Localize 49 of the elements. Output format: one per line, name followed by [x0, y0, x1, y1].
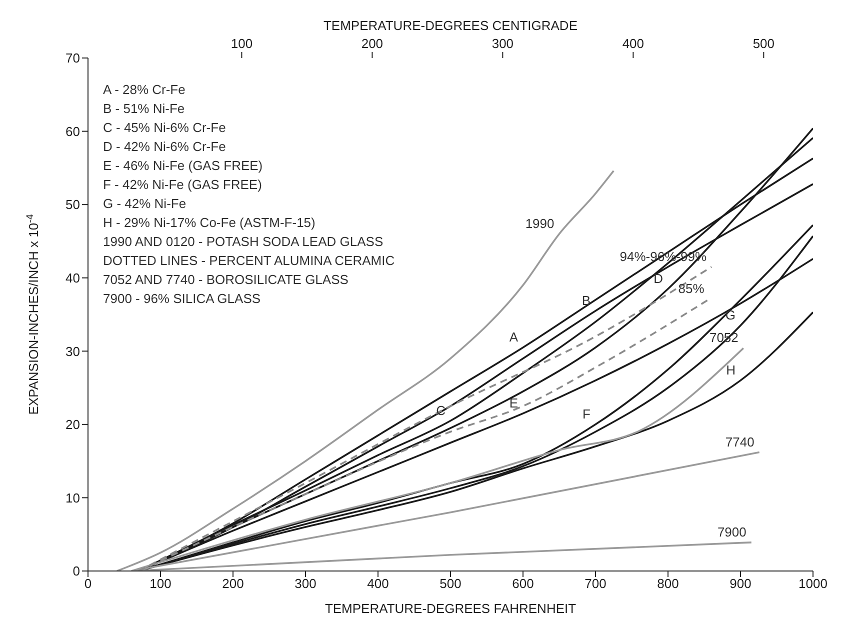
- y-tick-label: 40: [66, 270, 80, 286]
- x-tick-label: 0: [84, 576, 92, 592]
- annotation: G: [725, 307, 736, 322]
- x2-tick-label: 300: [492, 36, 514, 51]
- x2-tick-label: 500: [752, 36, 775, 51]
- annotation: E: [509, 395, 518, 410]
- annotation: 85%: [678, 281, 705, 296]
- annotation: 7900: [717, 524, 746, 540]
- x2-tick-label: 100: [230, 36, 253, 51]
- x-tick-label: 400: [367, 576, 389, 592]
- x2-tick-label: 200: [361, 36, 384, 51]
- x2-tick-label: 400: [622, 36, 644, 51]
- annotation: A - 28% Cr-Fe: [103, 81, 186, 99]
- annotation: F - 42% Ni-Fe (GAS FREE): [103, 176, 263, 194]
- annotation: A: [509, 329, 518, 344]
- x-tick-label: 900: [730, 576, 752, 592]
- annotation: B: [582, 292, 590, 308]
- y-tick-label: 20: [66, 417, 80, 432]
- annotation: G - 42% Ni-Fe: [103, 195, 188, 213]
- x-tick-label: 600: [512, 576, 534, 592]
- y-tick-label: 70: [66, 50, 80, 66]
- y-tick-label: 0: [72, 564, 80, 579]
- annotation: F: [582, 406, 591, 422]
- y-tick-label: 60: [66, 124, 80, 139]
- x-tick-label: 500: [440, 576, 462, 592]
- annotation: E - 46% Ni-Fe (GAS FREE): [103, 157, 264, 175]
- x-tick-label: 700: [584, 576, 606, 592]
- annotation: 1990: [525, 216, 554, 231]
- annotation: D - 42% Ni-6% Cr-Fe: [103, 138, 227, 156]
- annotation: B - 51% Ni-Fe: [103, 100, 186, 118]
- annotation: D: [654, 270, 663, 286]
- annotation: 7900 - 96% SILICA GLASS: [103, 290, 262, 308]
- x-tick-label: 100: [150, 576, 172, 592]
- x-tick-label: 200: [222, 576, 244, 592]
- y-tick-label: 50: [66, 197, 80, 212]
- x2-axis-title: TEMPERATURE-DEGREES CENTIGRADE: [323, 18, 578, 33]
- annotation: H: [726, 362, 736, 378]
- annotation: 7740: [725, 434, 754, 450]
- x-tick-label: 1000: [798, 576, 828, 592]
- annotation: 1990 AND 0120 - POTASH SODA LEAD GLASS: [103, 233, 384, 251]
- x-tick-label: 800: [657, 576, 679, 592]
- y-tick-label: 30: [66, 344, 80, 359]
- x-tick-label: 300: [294, 576, 316, 592]
- annotation: H - 29% Ni-17% Co-Fe (ASTM-F-15): [103, 214, 316, 232]
- y-tick-label: 10: [66, 490, 80, 506]
- x-axis-title: TEMPERATURE-DEGREES FAHRENHEIT: [324, 601, 576, 616]
- annotation: DOTTED LINES - PERCENT ALUMINA CERAMIC: [103, 252, 395, 270]
- annotation: C - 45% Ni-6% Cr-Fe: [103, 119, 227, 137]
- annotation: 7052 AND 7740 - BOROSILICATE GLASS: [103, 271, 350, 289]
